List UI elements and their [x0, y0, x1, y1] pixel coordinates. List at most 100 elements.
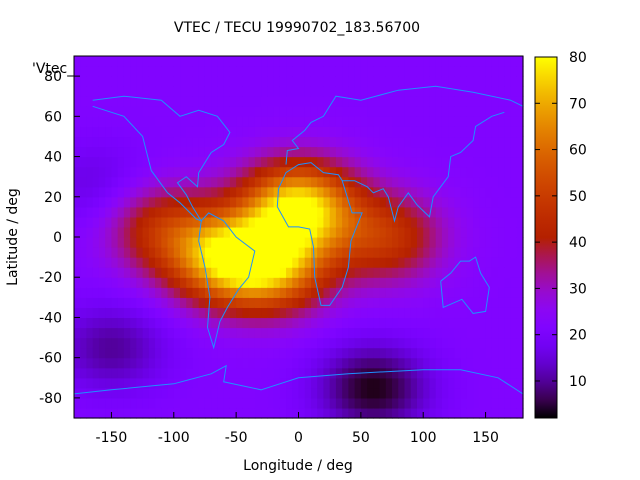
- heatmap-cell: [479, 106, 487, 117]
- heatmap-cell: [466, 377, 474, 389]
- heatmap-cell: [410, 156, 418, 168]
- heatmap-cell: [317, 327, 325, 339]
- heatmap-cell: [416, 327, 424, 339]
- heatmap-cell: [304, 56, 312, 67]
- heatmap-cell: [292, 96, 300, 107]
- heatmap-cell: [204, 126, 212, 138]
- heatmap-cell: [491, 96, 499, 107]
- heatmap-cell: [229, 387, 237, 399]
- heatmap-cell: [348, 397, 356, 409]
- heatmap-cell: [342, 96, 349, 107]
- heatmap-cell: [410, 206, 418, 218]
- heatmap-cell: [248, 226, 256, 238]
- heatmap-cell: [279, 76, 287, 87]
- heatmap-cell: [217, 166, 225, 178]
- heatmap-cell: [335, 206, 343, 218]
- heatmap-cell: [74, 146, 81, 158]
- heatmap-cell: [429, 387, 437, 399]
- heatmap-cell: [167, 277, 175, 288]
- heatmap-cell: [123, 146, 131, 158]
- heatmap-cell: [273, 377, 281, 389]
- heatmap-cell: [130, 226, 137, 238]
- heatmap-cell: [223, 317, 231, 329]
- heatmap-cell: [392, 317, 399, 329]
- heatmap-cell: [117, 397, 125, 409]
- heatmap-cell: [229, 106, 237, 117]
- heatmap-cell: [498, 66, 505, 77]
- heatmap-cell: [385, 176, 393, 188]
- heatmap-cell: [261, 116, 268, 127]
- heatmap-cell: [173, 237, 181, 248]
- heatmap-cell: [504, 237, 512, 248]
- heatmap-cell: [385, 387, 393, 399]
- heatmap-cell: [473, 357, 480, 369]
- heatmap-cell: [429, 226, 437, 238]
- heatmap-cell: [155, 206, 162, 218]
- heatmap-cell: [180, 226, 187, 238]
- heatmap-cell: [198, 357, 206, 369]
- heatmap-cell: [354, 66, 362, 77]
- heatmap-cell: [516, 367, 524, 379]
- heatmap-cell: [86, 76, 94, 87]
- heatmap-cell: [379, 126, 387, 138]
- heatmap-cell: [161, 116, 169, 127]
- heatmap-cell: [279, 267, 287, 278]
- heatmap-cell: [105, 277, 113, 288]
- heatmap-cell: [466, 297, 474, 308]
- heatmap-cell: [466, 66, 474, 77]
- heatmap-cell: [491, 407, 499, 419]
- heatmap-cell: [86, 96, 94, 107]
- heatmap-cell: [466, 116, 474, 127]
- heatmap-cell: [248, 377, 256, 389]
- heatmap-cell: [454, 216, 462, 228]
- heatmap-cell: [298, 206, 306, 218]
- heatmap-cell: [466, 317, 474, 329]
- heatmap-cell: [392, 327, 399, 339]
- heatmap-cell: [123, 106, 131, 117]
- heatmap-cell: [342, 277, 349, 288]
- heatmap-cell: [360, 397, 368, 409]
- heatmap-cell: [98, 397, 106, 409]
- heatmap-cell: [441, 347, 449, 359]
- heatmap-cell: [223, 226, 231, 238]
- heatmap-cell: [516, 136, 524, 148]
- heatmap-cell: [242, 347, 250, 359]
- heatmap-cell: [485, 76, 493, 87]
- heatmap-cell: [385, 166, 393, 178]
- heatmap-cell: [111, 287, 119, 298]
- heatmap-cell: [498, 166, 505, 178]
- heatmap-cell: [404, 367, 412, 379]
- heatmap-cell: [491, 347, 499, 359]
- heatmap-cell: [310, 96, 318, 107]
- heatmap-cell: [367, 186, 374, 198]
- heatmap-cell: [485, 156, 493, 168]
- heatmap-cell: [123, 377, 131, 389]
- heatmap-cell: [510, 307, 518, 319]
- heatmap-cell: [148, 237, 156, 248]
- heatmap-cell: [335, 397, 343, 409]
- heatmap-cell: [323, 267, 331, 278]
- heatmap-cell: [367, 337, 374, 349]
- heatmap-cell: [342, 56, 349, 67]
- heatmap-cell: [429, 66, 437, 77]
- heatmap-cell: [310, 166, 318, 178]
- heatmap-cell: [298, 106, 306, 117]
- heatmap-cell: [498, 257, 505, 268]
- heatmap-cell: [323, 387, 331, 399]
- heatmap-cell: [117, 347, 125, 359]
- heatmap-cell: [136, 377, 144, 389]
- heatmap-cell: [198, 156, 206, 168]
- heatmap-cell: [441, 126, 449, 138]
- heatmap-cell: [80, 186, 88, 198]
- heatmap-cell: [498, 96, 505, 107]
- heatmap-cell: [136, 166, 144, 178]
- heatmap-cell: [261, 327, 268, 339]
- heatmap-cell: [348, 166, 356, 178]
- heatmap-cell: [92, 297, 100, 308]
- heatmap-cell: [454, 156, 462, 168]
- heatmap-cell: [323, 247, 331, 258]
- heatmap-cell: [161, 226, 169, 238]
- heatmap-cell: [485, 277, 493, 288]
- heatmap-cell: [204, 156, 212, 168]
- heatmap-cell: [86, 297, 94, 308]
